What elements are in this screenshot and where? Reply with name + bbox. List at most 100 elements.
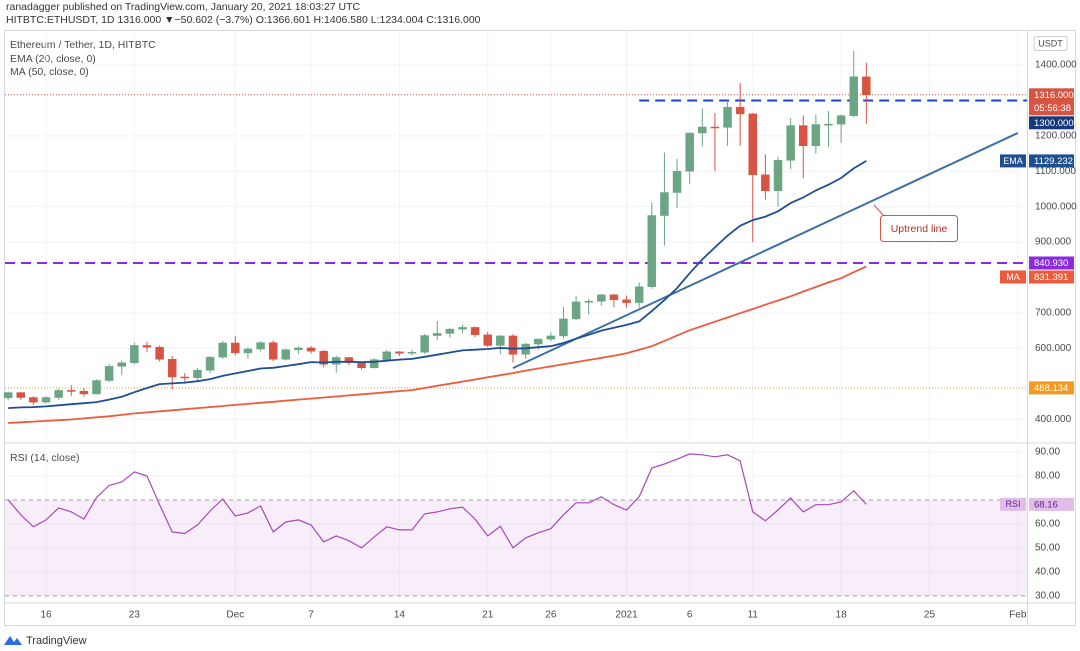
candle-body xyxy=(180,376,190,379)
x-tick-label: 6 xyxy=(687,610,693,621)
x-tick-label: 25 xyxy=(924,610,936,621)
tag-label: MA xyxy=(1006,272,1020,282)
candle-body xyxy=(142,345,152,348)
candle-body xyxy=(218,342,227,358)
candle-body xyxy=(622,299,631,303)
candle-body xyxy=(660,192,669,216)
candle-body xyxy=(407,351,417,354)
candle-body xyxy=(357,362,366,369)
candle-body xyxy=(67,390,76,392)
candle-body xyxy=(458,327,467,330)
last: 1316.000 xyxy=(117,14,161,26)
y-tick-label: 400.000 xyxy=(1035,414,1072,425)
candle-body xyxy=(773,160,783,191)
ma-legend: MA (50, close, 0) xyxy=(10,66,89,78)
candle-body xyxy=(761,174,770,191)
x-tick-label: 26 xyxy=(545,610,557,621)
tag-badge xyxy=(1000,154,1026,168)
axis-badge xyxy=(1029,497,1074,511)
candle-body xyxy=(294,347,303,350)
axis-badge xyxy=(1029,116,1074,130)
candle-body xyxy=(420,335,429,353)
candle-body xyxy=(16,392,26,398)
candle-body xyxy=(597,294,606,302)
low: L:1234.004 xyxy=(371,14,424,26)
tag-badge xyxy=(1000,270,1026,284)
axis-badge-label: 831.391 xyxy=(1034,272,1068,283)
candle-body xyxy=(256,342,265,350)
rsi-line xyxy=(7,453,867,549)
annotation-pointer xyxy=(873,204,885,217)
candle-body xyxy=(193,370,202,378)
change: ▼−50.602 (−3.7%) xyxy=(164,14,253,26)
grid xyxy=(5,30,1027,600)
x-tick-label: 2021 xyxy=(615,610,638,621)
candle-body xyxy=(496,335,505,346)
candle-body xyxy=(319,350,328,365)
y-tick-label: 1400.000 xyxy=(1035,60,1077,71)
open: O:1366.601 xyxy=(256,14,311,26)
candle-body xyxy=(723,106,732,128)
axis-badge-label: 840.930 xyxy=(1034,258,1068,269)
annotation: Uptrend line xyxy=(891,223,948,235)
x-tick-label: Dec xyxy=(226,610,244,621)
candle-body xyxy=(634,286,644,303)
annotation-box xyxy=(880,215,958,242)
candle-body xyxy=(862,76,871,96)
tag-label: EMA xyxy=(1003,156,1023,166)
candle-body xyxy=(29,397,38,403)
candle-body xyxy=(508,335,518,355)
logo xyxy=(4,636,22,645)
axis-badge xyxy=(1029,270,1074,284)
candle-body xyxy=(281,349,291,360)
tag-badge xyxy=(1000,497,1026,511)
candle-body xyxy=(559,318,568,337)
x-tick-label: 7 xyxy=(308,610,314,621)
brand: TradingView xyxy=(26,635,87,647)
candle-body xyxy=(268,342,278,360)
candle-body xyxy=(824,123,833,126)
candle-body xyxy=(41,397,51,403)
candle-body xyxy=(395,351,404,354)
candle-body xyxy=(306,347,316,352)
candle-body xyxy=(445,328,455,334)
x-tick-label: 16 xyxy=(40,610,52,621)
ema-legend: EMA (20, close, 0) xyxy=(10,53,96,65)
candle-body xyxy=(836,115,846,125)
x-tick-label: 23 xyxy=(129,610,141,621)
x-tick-label: 21 xyxy=(482,610,494,621)
candle-body xyxy=(130,345,139,364)
axis-badge xyxy=(1029,381,1074,395)
axis-badge xyxy=(1029,154,1074,168)
x-tick-label: 11 xyxy=(748,610,759,621)
tag-label: RSI xyxy=(1005,499,1020,509)
x-tick-label: Feb xyxy=(1009,610,1027,621)
y-tick-label: 30.00 xyxy=(1035,591,1060,602)
high: H:1406.580 xyxy=(314,14,368,26)
candle-body xyxy=(205,356,215,371)
candle-body xyxy=(231,342,240,354)
candle-body xyxy=(735,106,745,115)
candle-body xyxy=(117,362,126,367)
y-tick-label: 1100.000 xyxy=(1035,166,1076,177)
y-tick-label: 1200.000 xyxy=(1035,131,1077,142)
candle-body xyxy=(104,366,114,381)
y-tick-label: 80.00 xyxy=(1035,471,1060,482)
candle-body xyxy=(672,171,682,193)
y-tick-label: 900.000 xyxy=(1035,237,1072,248)
axis-badge-label: 1129.232 xyxy=(1034,156,1073,167)
axis-badge xyxy=(1029,88,1074,116)
footer: TradingView xyxy=(4,635,87,647)
candle-body xyxy=(92,380,101,395)
y-tick-label: 40.00 xyxy=(1035,567,1060,578)
candle-body xyxy=(849,76,858,116)
candle-body xyxy=(546,335,556,340)
candle-body xyxy=(584,300,593,303)
candle-body xyxy=(155,346,164,360)
y-tick-label: 1000.000 xyxy=(1035,201,1077,212)
candle-body xyxy=(710,126,720,129)
frame xyxy=(4,30,1076,626)
close: C:1316.000 xyxy=(426,14,480,26)
candle-body xyxy=(685,132,694,172)
